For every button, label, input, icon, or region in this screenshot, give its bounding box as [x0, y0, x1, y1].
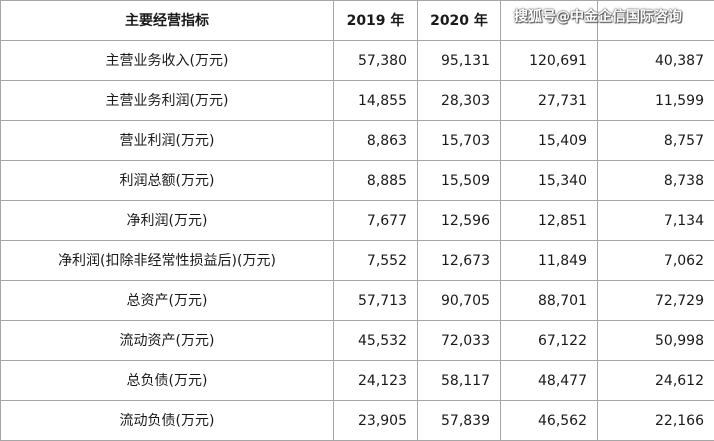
- cell-2021: 15,409: [500, 120, 598, 161]
- header-row: 主要经营指标 2019 年 2020 年: [0, 0, 714, 41]
- table-row: 利润总额(万元) 8,885 15,509 15,340 8,738: [0, 160, 714, 201]
- cell-2021: 11,849: [500, 240, 598, 281]
- header-2019: 2019 年: [333, 0, 418, 41]
- cell-2021: 15,340: [500, 160, 598, 201]
- cell-2021: 46,562: [500, 400, 598, 441]
- cell-2022: 50,998: [597, 320, 714, 361]
- cell-2019: 57,713: [333, 280, 418, 321]
- cell-2022: 24,612: [597, 360, 714, 401]
- cell-2022: 40,387: [597, 40, 714, 81]
- cell-2019: 14,855: [333, 80, 418, 121]
- cell-2022: 11,599: [597, 80, 714, 121]
- cell-2019: 8,863: [333, 120, 418, 161]
- row-label: 流动负债(万元): [0, 400, 334, 441]
- row-label: 主营业务利润(万元): [0, 80, 334, 121]
- table-row: 流动负债(万元) 23,905 57,839 46,562 22,166: [0, 400, 714, 441]
- header-2022: [597, 0, 714, 41]
- cell-2021: 67,122: [500, 320, 598, 361]
- row-label: 净利润(扣除非经常性损益后)(万元): [0, 240, 334, 281]
- cell-2020: 58,117: [417, 360, 501, 401]
- row-label: 净利润(万元): [0, 200, 334, 241]
- cell-2021: 48,477: [500, 360, 598, 401]
- cell-2019: 7,552: [333, 240, 418, 281]
- row-label: 主营业务收入(万元): [0, 40, 334, 81]
- cell-2019: 24,123: [333, 360, 418, 401]
- header-2021: [500, 0, 598, 41]
- cell-2021: 27,731: [500, 80, 598, 121]
- row-label: 营业利润(万元): [0, 120, 334, 161]
- cell-2021: 12,851: [500, 200, 598, 241]
- table-row: 总资产(万元) 57,713 90,705 88,701 72,729: [0, 280, 714, 321]
- table-row: 营业利润(万元) 8,863 15,703 15,409 8,757: [0, 120, 714, 161]
- table-row: 主营业务收入(万元) 57,380 95,131 120,691 40,387: [0, 40, 714, 81]
- cell-2019: 7,677: [333, 200, 418, 241]
- cell-2020: 90,705: [417, 280, 501, 321]
- table-row: 流动资产(万元) 45,532 72,033 67,122 50,998: [0, 320, 714, 361]
- cell-2020: 15,703: [417, 120, 501, 161]
- cell-2019: 23,905: [333, 400, 418, 441]
- cell-2020: 15,509: [417, 160, 501, 201]
- table-row: 净利润(扣除非经常性损益后)(万元) 7,552 12,673 11,849 7…: [0, 240, 714, 281]
- header-indicator: 主要经营指标: [0, 0, 334, 41]
- cell-2020: 57,839: [417, 400, 501, 441]
- table-row: 总负债(万元) 24,123 58,117 48,477 24,612: [0, 360, 714, 401]
- cell-2020: 95,131: [417, 40, 501, 81]
- row-label: 总资产(万元): [0, 280, 334, 321]
- cell-2020: 72,033: [417, 320, 501, 361]
- cell-2019: 45,532: [333, 320, 418, 361]
- row-label: 总负债(万元): [0, 360, 334, 401]
- row-label: 利润总额(万元): [0, 160, 334, 201]
- cell-2022: 8,738: [597, 160, 714, 201]
- cell-2022: 7,134: [597, 200, 714, 241]
- cell-2020: 12,596: [417, 200, 501, 241]
- cell-2021: 88,701: [500, 280, 598, 321]
- table-row: 主营业务利润(万元) 14,855 28,303 27,731 11,599: [0, 80, 714, 121]
- row-label: 流动资产(万元): [0, 320, 334, 361]
- cell-2020: 12,673: [417, 240, 501, 281]
- cell-2019: 8,885: [333, 160, 418, 201]
- cell-2022: 8,757: [597, 120, 714, 161]
- cell-2021: 120,691: [500, 40, 598, 81]
- cell-2019: 57,380: [333, 40, 418, 81]
- cell-2022: 22,166: [597, 400, 714, 441]
- header-2020: 2020 年: [417, 0, 501, 41]
- cell-2020: 28,303: [417, 80, 501, 121]
- table-row: 净利润(万元) 7,677 12,596 12,851 7,134: [0, 200, 714, 241]
- cell-2022: 72,729: [597, 280, 714, 321]
- cell-2022: 7,062: [597, 240, 714, 281]
